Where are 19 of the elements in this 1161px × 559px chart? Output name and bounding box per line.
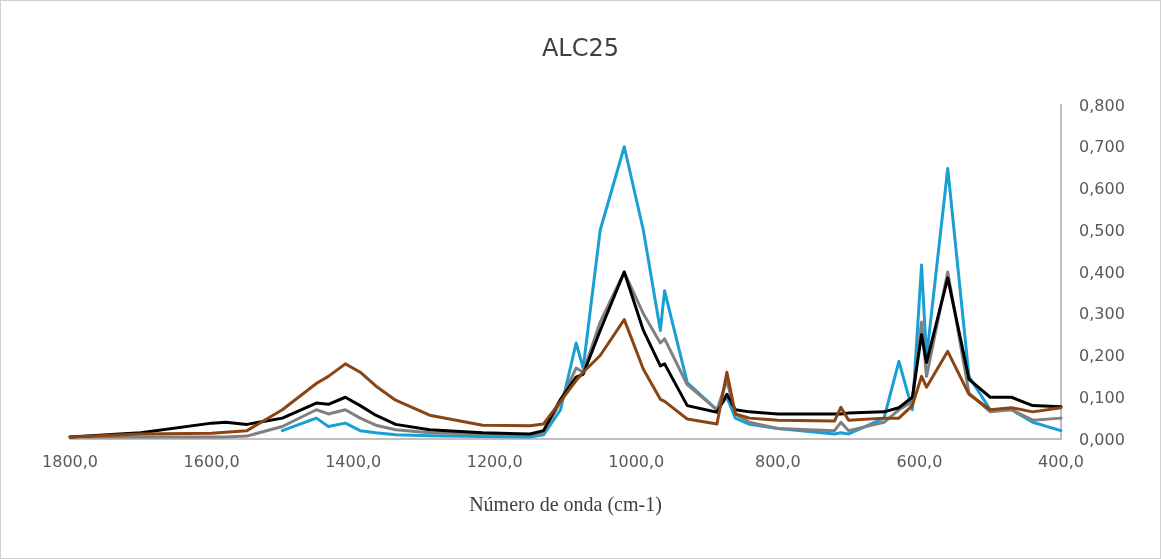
x-tick-label: 1000,0 — [608, 451, 665, 471]
x-tick-label: 1800,0 — [42, 451, 98, 471]
x-tick-label: 600,0 — [896, 451, 943, 471]
y-tick-label: 0,800 — [1079, 95, 1125, 115]
y-tick-label: 0,200 — [1079, 346, 1125, 365]
chart-title: ALC25 — [541, 34, 620, 62]
y-tick-label: 0,500 — [1079, 220, 1125, 240]
y-tick-label: 0,400 — [1079, 262, 1125, 282]
x-tick-label: 1400,0 — [325, 451, 382, 471]
y-tick-label: 0,600 — [1079, 179, 1125, 198]
y-tick-label: 0,000 — [1079, 429, 1125, 449]
x-axis-title: Número de onda (cm-1) — [469, 493, 662, 516]
y-tick-label: 0,700 — [1079, 137, 1125, 157]
x-tick-label: 1200,0 — [466, 451, 523, 471]
x-tick-label: 1600,0 — [183, 451, 240, 471]
y-tick-label: 0,100 — [1079, 387, 1125, 407]
x-tick-label: 400,0 — [1038, 451, 1084, 471]
x-tick-label: 800,0 — [754, 451, 801, 471]
y-tick-label: 0,300 — [1079, 304, 1125, 324]
